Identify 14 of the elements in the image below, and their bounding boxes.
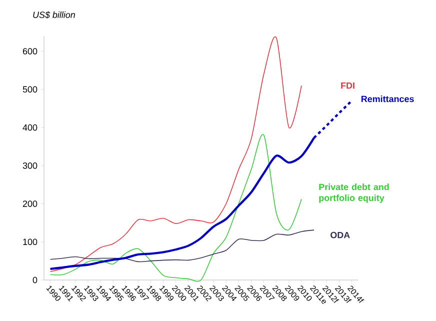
y-tick-label: 0 — [32, 276, 38, 284]
y-tick-label: 300 — [22, 162, 38, 169]
y-tick-label: 100 — [23, 238, 38, 246]
line-series — [50, 37, 302, 272]
y-tick-label: 400 — [22, 124, 38, 131]
text: Private debt and portfolio equity — [319, 184, 389, 203]
text: Remittances — [361, 96, 414, 102]
line-series — [50, 230, 314, 262]
y-tick-label: 500 — [22, 86, 38, 93]
y-axis-title: US$ billion — [33, 11, 75, 19]
y-tick-label: 600 — [22, 48, 38, 54]
y-tick-label: 200 — [22, 200, 38, 207]
text: FDI — [341, 82, 354, 89]
series-label: ODA — [330, 232, 350, 238]
